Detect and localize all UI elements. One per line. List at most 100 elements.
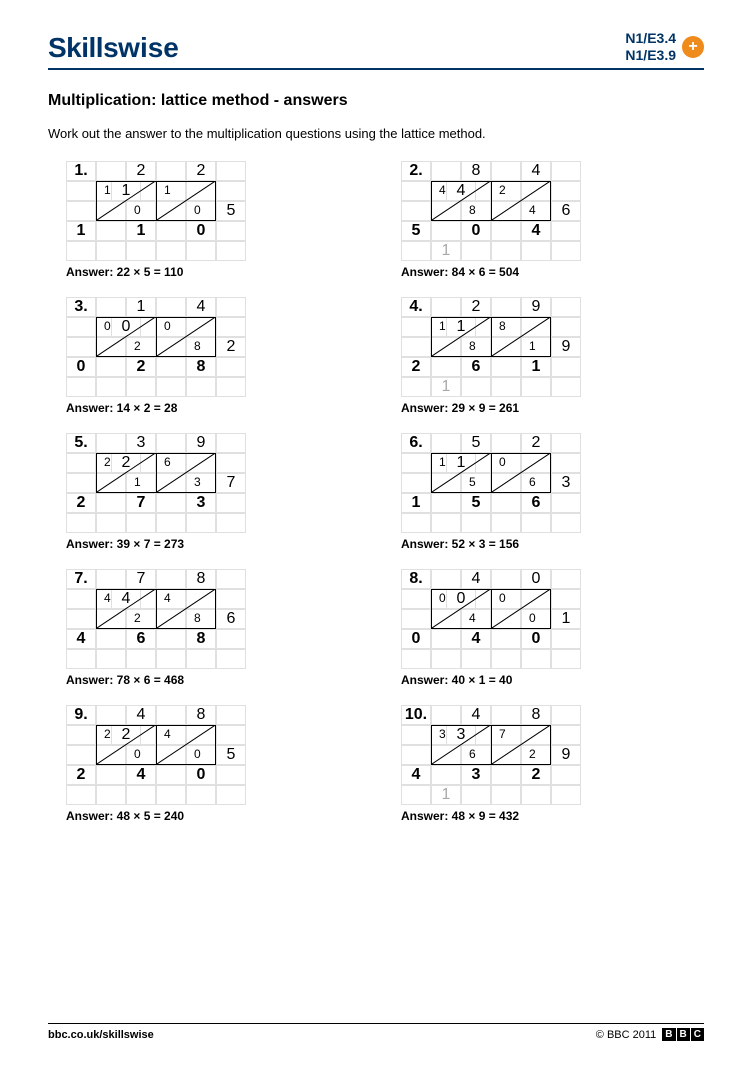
grid-cell	[491, 433, 521, 453]
footer-url: bbc.co.uk/skillswise	[48, 1029, 154, 1041]
sum-left: 5	[401, 221, 431, 241]
grid-cell	[96, 161, 126, 181]
grid-cell	[431, 513, 461, 533]
grid-cell	[491, 221, 521, 241]
digit-1: 2	[126, 161, 156, 181]
grid-cell	[521, 513, 551, 533]
sum-mid2: 2	[521, 765, 551, 785]
grid-cell	[491, 629, 521, 649]
problem: 1.22511100110Answer: 22 × 5 = 110	[66, 161, 351, 279]
problem: 5.39722613273Answer: 39 × 7 = 273	[66, 433, 351, 551]
grid-cell	[216, 513, 246, 533]
problem-number: 9.	[66, 705, 96, 725]
sum-left: 2	[66, 765, 96, 785]
grid-cell	[66, 241, 96, 261]
grid-cell	[431, 649, 461, 669]
grid-cell	[186, 241, 216, 261]
page-title: Multiplication: lattice method - answers	[48, 92, 704, 110]
grid-cell	[551, 181, 581, 201]
digit-1: 4	[461, 569, 491, 589]
grid-cell	[551, 765, 581, 785]
grid-cell	[401, 649, 431, 669]
lattice-tr-upper-val: 4	[164, 591, 171, 605]
grid-cell	[551, 513, 581, 533]
grid-cell	[461, 785, 491, 805]
lattice-tl-lower-val: 2	[134, 339, 141, 353]
grid-cell	[431, 221, 461, 241]
grid-cell	[551, 161, 581, 181]
lattice-tr-upper-val: 0	[499, 591, 506, 605]
digit-2: 8	[186, 705, 216, 725]
answer-text: Answer: 29 × 9 = 261	[401, 401, 686, 415]
grid-cell	[216, 161, 246, 181]
grid-cell	[461, 649, 491, 669]
grid-cell	[521, 377, 551, 397]
problem: 9.48522400240Answer: 48 × 5 = 240	[66, 705, 351, 823]
sum-mid2: 1	[521, 357, 551, 377]
digit-2: 2	[186, 161, 216, 181]
lattice-grid: 5.39722613273	[66, 433, 246, 533]
sum-left: 4	[401, 765, 431, 785]
answer-text: Answer: 48 × 9 = 432	[401, 809, 686, 823]
problem: 3.14200028028Answer: 14 × 2 = 28	[66, 297, 351, 415]
grid-cell	[156, 377, 186, 397]
lattice-tl-upper-val: 2	[104, 455, 111, 469]
problem: 8.40100040040Answer: 40 × 1 = 40	[401, 569, 686, 687]
lattice-tr-upper-val: 0	[164, 319, 171, 333]
code-2: N1/E3.9	[625, 47, 676, 64]
grid-cell	[216, 377, 246, 397]
grid-cell	[431, 629, 461, 649]
grid-cell	[216, 705, 246, 725]
grid-cell	[551, 785, 581, 805]
grid-cell	[66, 745, 96, 765]
grid-cell	[66, 377, 96, 397]
grid-cell	[491, 649, 521, 669]
lattice-tr-upper-val: 7	[499, 727, 506, 741]
grid-cell	[551, 241, 581, 261]
carry-digit: 1	[431, 241, 461, 261]
lattice-tr-upper-val: 4	[164, 727, 171, 741]
logo-sub: wise	[118, 32, 179, 64]
grid-cell	[156, 649, 186, 669]
grid-cell	[401, 745, 431, 765]
sum-left: 2	[66, 493, 96, 513]
lattice-tl-lower-val: 0	[134, 203, 141, 217]
digit-1: 2	[461, 297, 491, 317]
grid-cell	[66, 453, 96, 473]
grid-cell	[186, 785, 216, 805]
grid-cell	[66, 201, 96, 221]
grid-cell	[491, 569, 521, 589]
grid-cell	[216, 649, 246, 669]
grid-cell	[401, 513, 431, 533]
lattice-tl-upper-val: 1	[439, 319, 446, 333]
lattice-tl-upper-val: 4	[104, 591, 111, 605]
carry-digit: 1	[431, 377, 461, 397]
lattice-tr-upper-val: 0	[499, 455, 506, 469]
grid-cell	[66, 589, 96, 609]
grid-cell	[551, 649, 581, 669]
code-1: N1/E3.4	[625, 30, 676, 47]
multiplier: 3	[551, 473, 581, 493]
digit-2: 8	[186, 569, 216, 589]
grid-cell	[216, 241, 246, 261]
lattice-tl-upper-val: 0	[439, 591, 446, 605]
digit-2: 2	[521, 433, 551, 453]
grid-cell	[431, 493, 461, 513]
sum-left: 0	[66, 357, 96, 377]
grid-cell	[186, 377, 216, 397]
sum-mid1: 7	[126, 493, 156, 513]
grid-cell	[126, 785, 156, 805]
grid-cell	[551, 221, 581, 241]
grid-cell	[401, 337, 431, 357]
grid-cell	[156, 765, 186, 785]
grid-cell	[551, 377, 581, 397]
multiplier: 1	[551, 609, 581, 629]
digit-2: 0	[521, 569, 551, 589]
lattice-tr-upper-val: 8	[499, 319, 506, 333]
sum-left: 0	[401, 629, 431, 649]
grid-cell	[491, 161, 521, 181]
grid-cell	[551, 705, 581, 725]
sum-mid1: 0	[461, 221, 491, 241]
grid-cell	[401, 609, 431, 629]
lattice-tr-lower-val: 8	[194, 611, 201, 625]
